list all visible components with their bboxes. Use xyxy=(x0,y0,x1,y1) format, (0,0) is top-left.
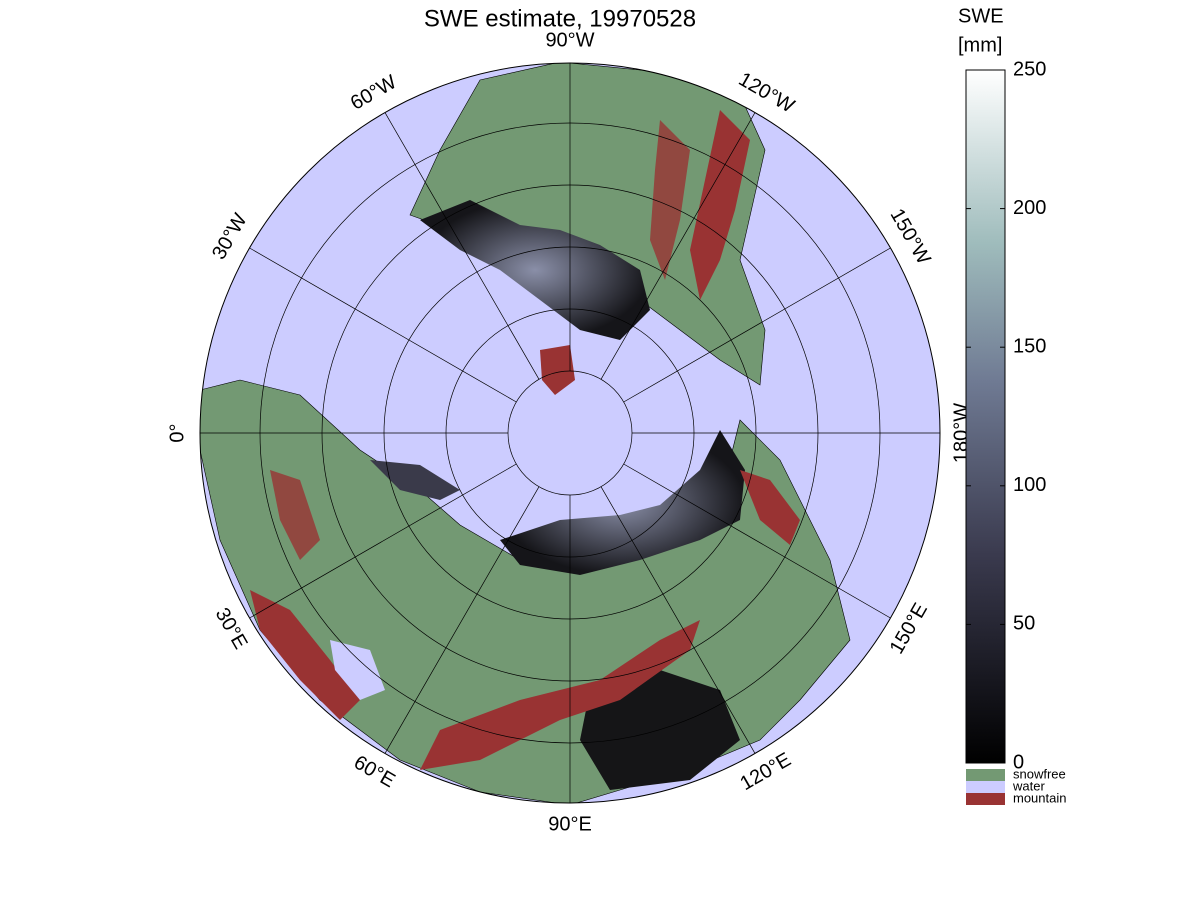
legend-label: snowfree xyxy=(1013,766,1066,781)
colorbar-tick-label: 250 xyxy=(1013,58,1046,80)
meridian xyxy=(384,486,540,754)
legend-swatch xyxy=(966,793,1005,805)
legend-label: water xyxy=(1012,778,1045,793)
legend-swatch xyxy=(966,781,1005,793)
meridian xyxy=(249,463,517,619)
map-area xyxy=(200,63,940,803)
meridian xyxy=(623,463,891,619)
colorbar-tick-label: 0 xyxy=(1013,751,1024,773)
map-title: SWE estimate, 19970528 xyxy=(424,5,696,32)
longitude-label: 90°W xyxy=(545,29,594,51)
meridian xyxy=(623,247,891,403)
mountain-rockies xyxy=(690,110,750,300)
map-border xyxy=(199,62,941,804)
mountain-kamchatka xyxy=(740,470,800,545)
meridian xyxy=(249,247,517,403)
mountain-rockies-2 xyxy=(650,120,690,280)
meridian xyxy=(384,112,540,380)
colorbar-tick-label: 150 xyxy=(1013,335,1046,357)
legend-label: mountain xyxy=(1013,790,1066,805)
water-caspian xyxy=(330,640,385,700)
mountain-alps xyxy=(250,590,360,720)
colorbar-unit: [mm] xyxy=(958,34,1002,56)
legend-swatch xyxy=(966,769,1005,781)
mountain-greenland xyxy=(540,345,575,395)
longitude-label: 0° xyxy=(166,423,188,442)
colorbar-tick-label: 100 xyxy=(1013,474,1046,496)
graticule xyxy=(200,63,940,803)
colorbar-tick-label: 200 xyxy=(1013,197,1046,219)
snow-scandinavia xyxy=(370,460,460,500)
meridian xyxy=(600,486,756,754)
meridian xyxy=(600,112,756,380)
snow-canada xyxy=(420,200,650,340)
colorbar xyxy=(965,69,1006,764)
mountain-europe xyxy=(270,470,320,560)
longitude-label: 90°E xyxy=(548,813,592,835)
colorbar-title: SWE xyxy=(958,5,1004,27)
colorbar-tick-label: 50 xyxy=(1013,613,1035,635)
snow-siberia xyxy=(500,430,745,575)
